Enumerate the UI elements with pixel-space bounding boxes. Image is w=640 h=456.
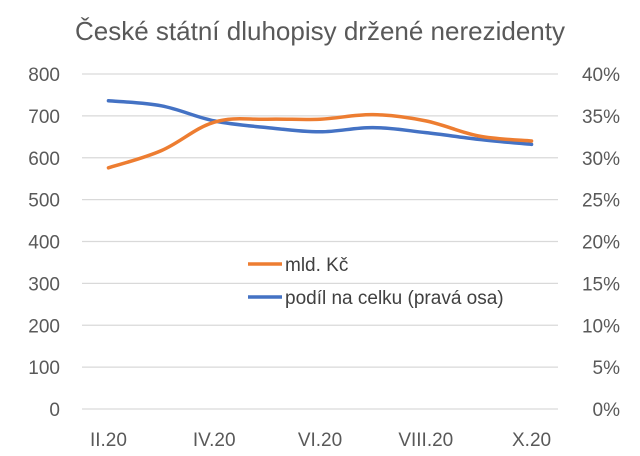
legend-label-podil: podíl na celku (pravá osa) (285, 288, 504, 309)
y-tick-label: 100 (28, 358, 60, 379)
y-tick-label: 300 (28, 274, 60, 295)
x-tick-label: X.20 (512, 430, 551, 451)
x-tick-label: IV.20 (193, 430, 236, 451)
y2-tick-label: 35% (582, 107, 620, 128)
gridlines (82, 73, 558, 410)
y-tick-label: 0 (49, 400, 60, 421)
y-tick-label: 800 (28, 65, 60, 86)
legend: mld. Kč podíl na celku (pravá osa) (248, 255, 504, 309)
x-axis-ticks: II.20 IV.20 VI.20 VIII.20 X.20 (90, 430, 551, 451)
y-tick-label: 400 (28, 233, 60, 254)
y-axis-right-ticks: 0% 5% 10% 15% 20% 25% 30% 35% 40% (582, 65, 620, 421)
x-tick-label: VI.20 (298, 430, 342, 451)
y2-tick-label: 0% (593, 400, 621, 421)
y-tick-label: 700 (28, 107, 60, 128)
y-tick-label: 500 (28, 191, 60, 212)
y2-tick-label: 30% (582, 149, 620, 170)
legend-label-mld-kc: mld. Kč (285, 255, 348, 276)
series-line-podil (106, 99, 534, 147)
series-lines (106, 99, 534, 170)
y-axis-left-ticks: 0 100 200 300 400 500 600 700 800 (28, 65, 60, 421)
y-tick-label: 200 (28, 316, 60, 337)
x-tick-label: II.20 (90, 430, 127, 451)
series-line-mld-kc (106, 112, 534, 170)
chart-title: České státní dluhopisy držené nerezident… (75, 16, 565, 46)
y2-tick-label: 40% (582, 65, 620, 86)
y2-tick-label: 25% (582, 191, 620, 212)
x-tick-label: VIII.20 (398, 430, 453, 451)
y2-tick-label: 5% (593, 358, 621, 379)
y-tick-label: 600 (28, 149, 60, 170)
y2-tick-label: 20% (582, 233, 620, 254)
y2-tick-label: 15% (582, 274, 620, 295)
y2-tick-label: 10% (582, 316, 620, 337)
